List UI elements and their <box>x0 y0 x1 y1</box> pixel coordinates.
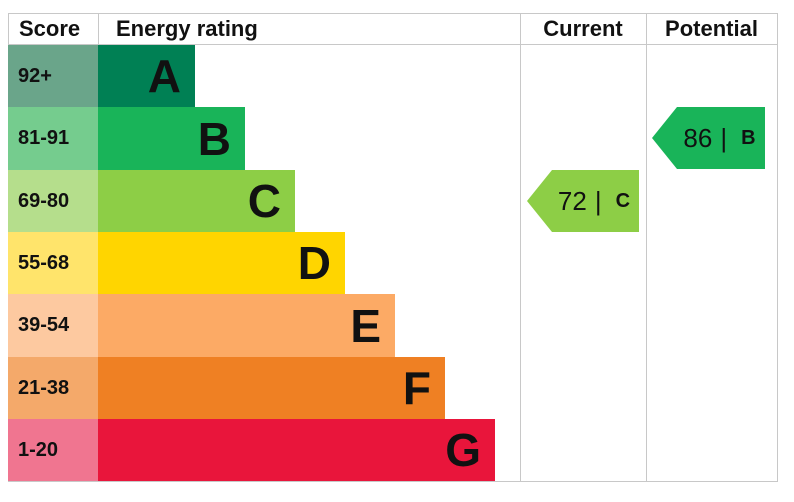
rating-bar-a: A <box>98 45 195 107</box>
score-range-c: 69-80 <box>8 170 98 232</box>
header-score: Score <box>19 16 81 41</box>
rating-letter: F <box>402 362 431 414</box>
score-range-a: 92+ <box>8 45 98 107</box>
col-divider <box>520 13 521 482</box>
potential-value: 86 <box>683 122 713 153</box>
current-rating-arrow: 72 | C <box>527 170 639 232</box>
header-energy-rating: Energy rating <box>116 16 258 41</box>
potential-band: B <box>741 126 756 149</box>
score-range-g: 1-20 <box>8 419 98 481</box>
rating-letter: B <box>197 112 231 165</box>
rating-letter: E <box>350 299 381 352</box>
score-range-f: 21-38 <box>8 357 98 419</box>
rating-bar-g: G <box>98 419 495 481</box>
rating-letter: C <box>247 175 281 227</box>
current-band: C <box>615 189 631 212</box>
rating-bar-c: C <box>98 170 295 232</box>
current-separator: | <box>594 185 602 216</box>
potential-rating-arrow: 86 | B <box>652 107 765 169</box>
score-range-b: 81-91 <box>8 107 98 170</box>
rating-bar-e: E <box>98 294 395 357</box>
col-divider <box>646 13 647 482</box>
rating-bar-b: B <box>98 107 245 170</box>
score-range-d: 55-68 <box>8 232 98 294</box>
border-top <box>8 13 778 14</box>
header-divider <box>8 44 778 45</box>
rating-letter: D <box>297 237 331 289</box>
rating-bar-d: D <box>98 232 345 294</box>
border-right <box>777 13 778 482</box>
score-range-e: 39-54 <box>8 294 98 357</box>
header-current: Current <box>543 16 623 41</box>
current-value: 72 <box>557 185 587 216</box>
rating-letter: G <box>445 424 481 476</box>
potential-separator: | <box>720 122 728 153</box>
border-bottom <box>8 481 778 482</box>
header-potential: Potential <box>665 16 758 41</box>
col-divider <box>98 13 99 45</box>
rating-letter: A <box>147 50 181 102</box>
rating-bar-f: F <box>98 357 445 419</box>
